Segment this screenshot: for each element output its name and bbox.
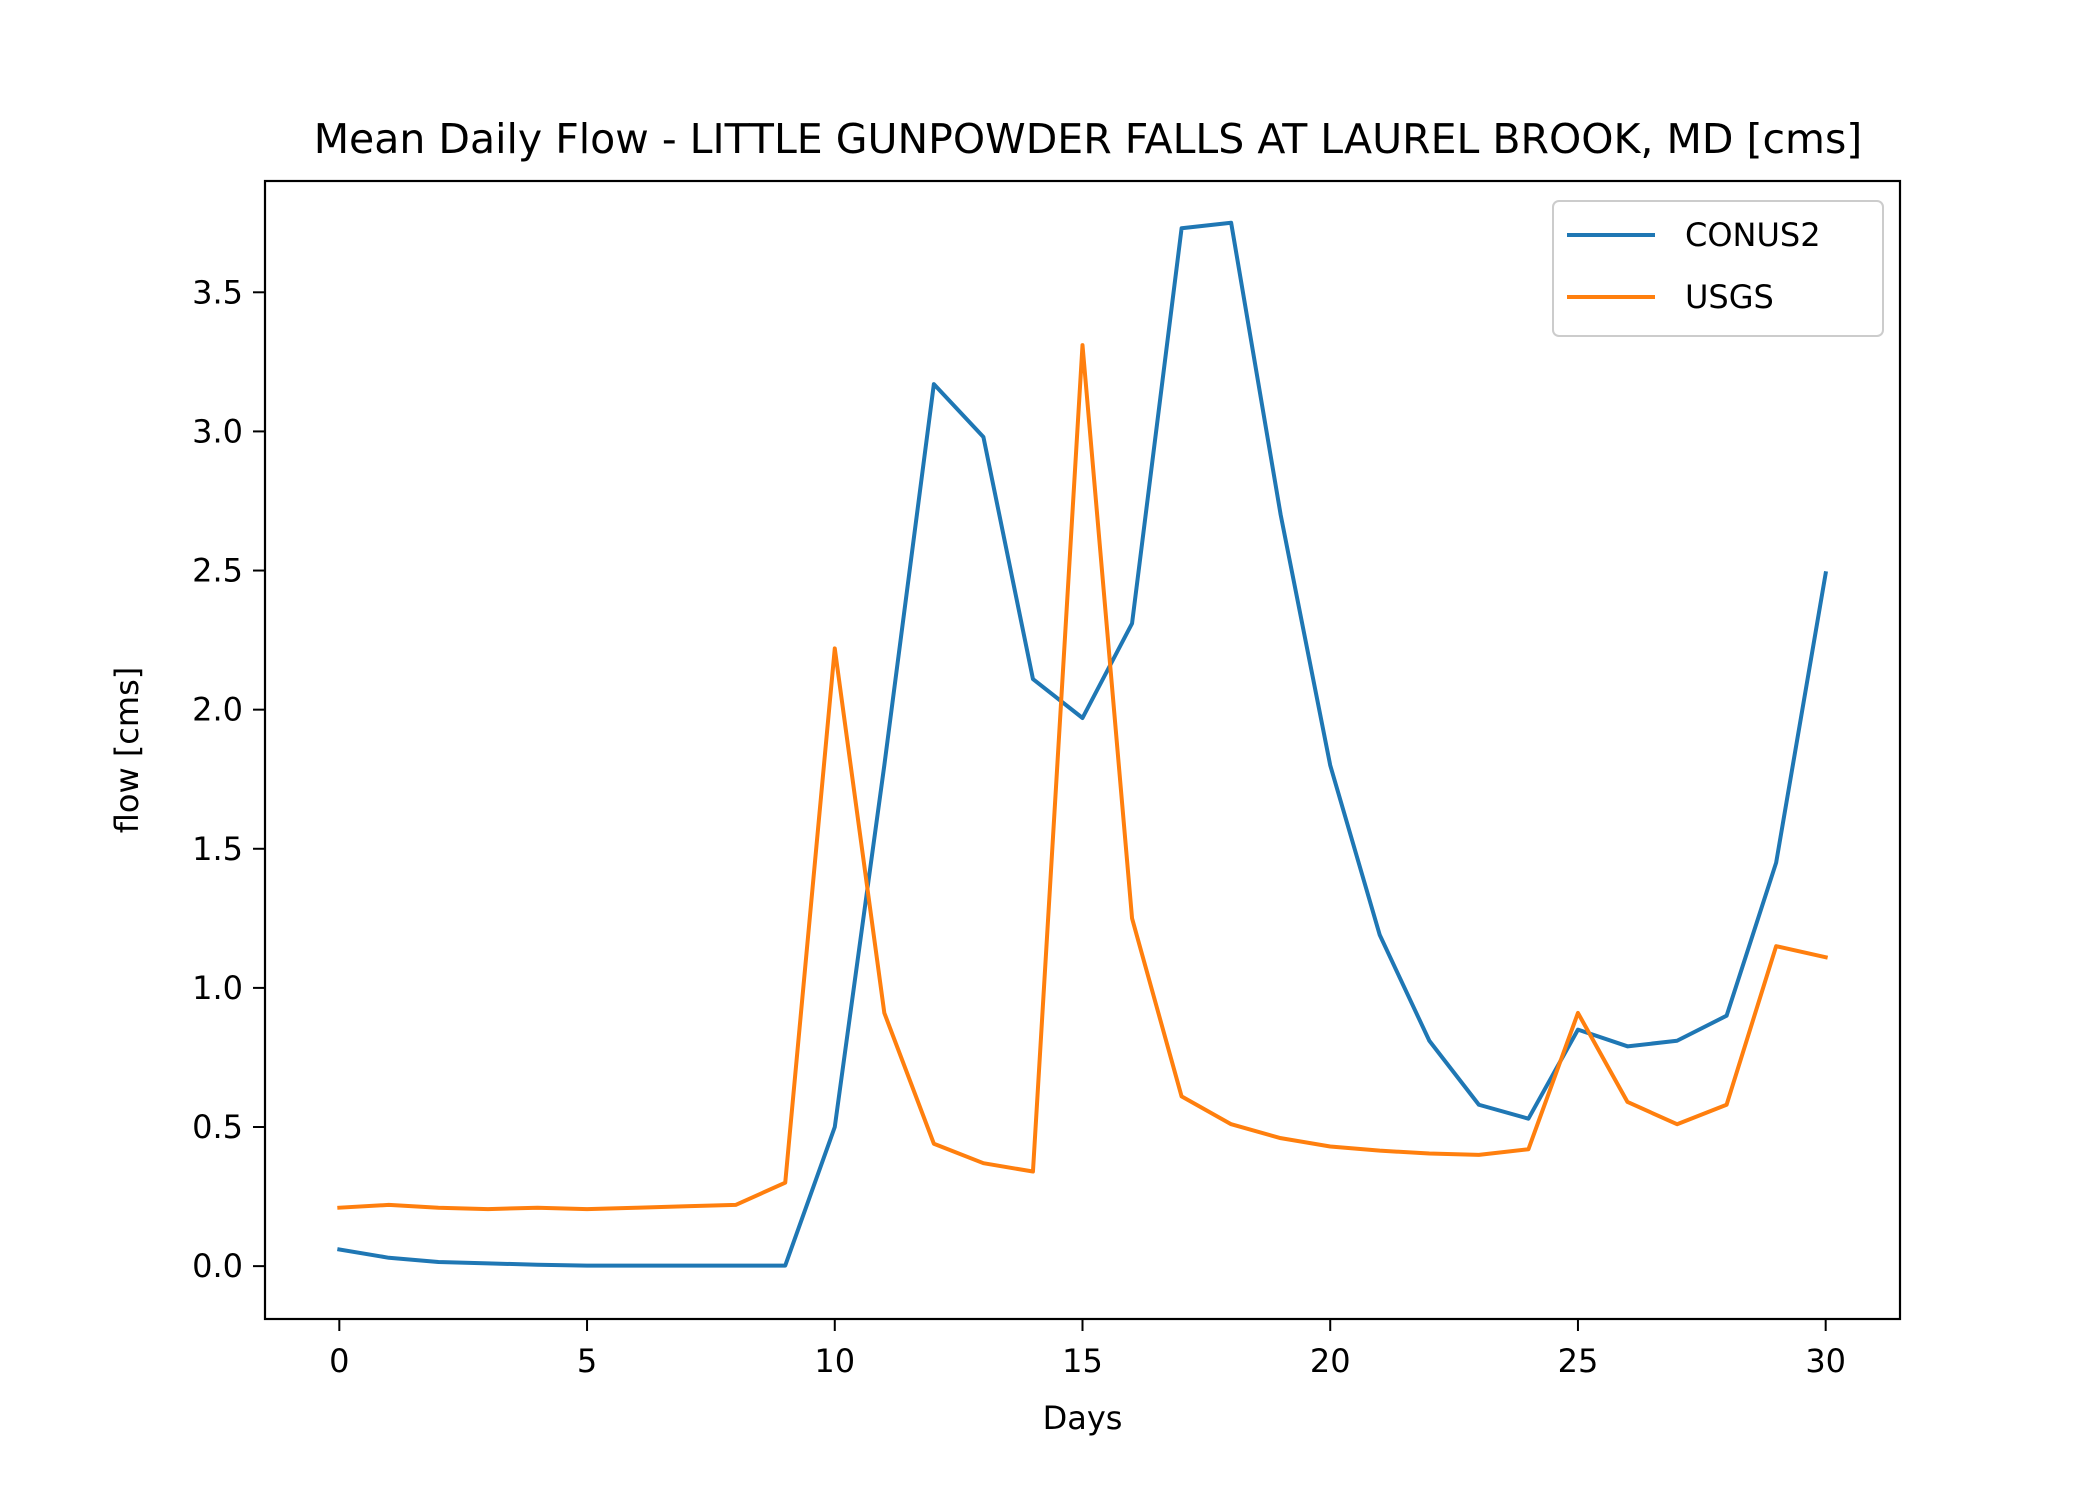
y-tick-label: 2.5 [192,552,243,590]
x-tick-label: 5 [577,1342,597,1380]
legend-label-conus2: CONUS2 [1685,216,1821,254]
chart-title: Mean Daily Flow - LITTLE GUNPOWDER FALLS… [314,115,1863,163]
x-tick-label: 0 [329,1342,349,1380]
y-tick-label: 3.5 [192,273,243,311]
legend-label-usgs: USGS [1685,278,1774,316]
x-tick-label: 10 [814,1342,855,1380]
x-tick-label: 20 [1310,1342,1351,1380]
y-tick-label: 2.0 [192,691,243,729]
x-tick-label: 30 [1805,1342,1846,1380]
series-line-conus2 [337,220,1828,1268]
y-axis-label: flow [cms] [108,667,146,833]
x-axis-label: Days [1043,1399,1123,1437]
plot-lines [337,220,1829,1268]
y-tick-label: 0.5 [192,1108,243,1146]
x-tick-label: 25 [1558,1342,1599,1380]
series-line-usgs [337,343,1829,1212]
x-tick-label: 15 [1062,1342,1103,1380]
y-tick-label: 1.0 [192,969,243,1007]
y-axis-ticks: 0.0 0.5 1.0 1.5 2.0 2.5 3.0 3.5 [192,273,265,1285]
y-tick-label: 1.5 [192,830,243,868]
x-axis-ticks: 0 5 10 15 20 25 30 [329,1319,1846,1380]
y-tick-label: 3.0 [192,412,243,450]
y-tick-label: 0.0 [192,1247,243,1285]
chart-legend: CONUS2 USGS [1552,200,1884,337]
